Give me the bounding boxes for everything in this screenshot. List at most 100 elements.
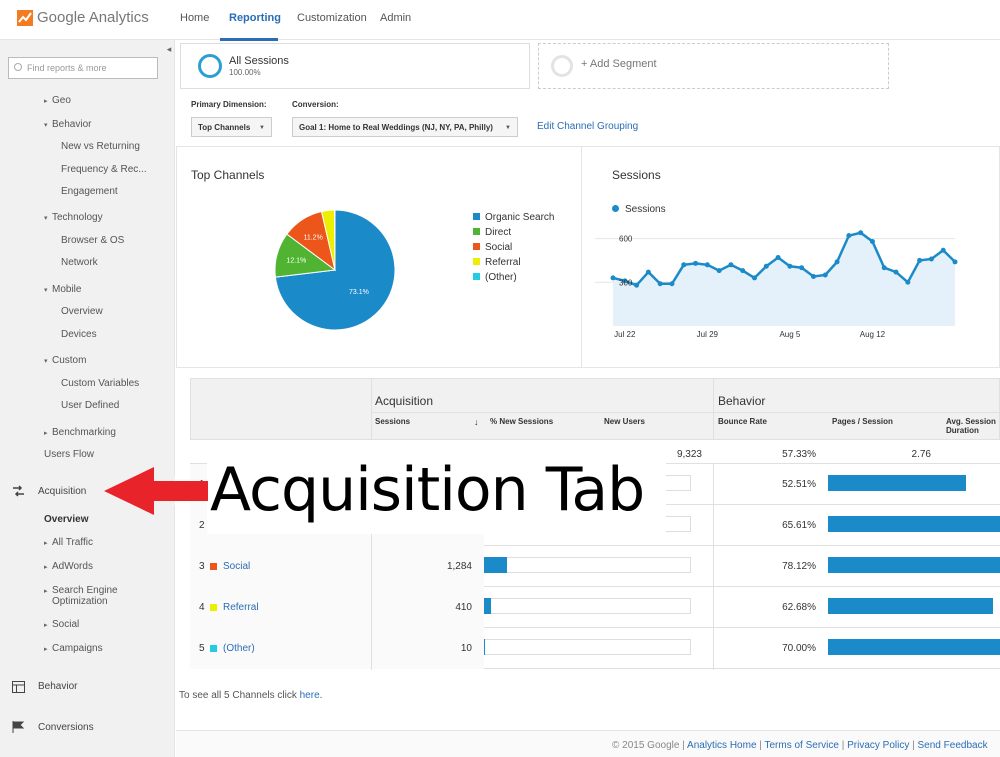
add-segment-button[interactable]: + Add Segment bbox=[581, 58, 657, 70]
behavior-group-header: Behavior bbox=[718, 394, 766, 408]
primary-dimension-select[interactable]: Top Channels ▼ bbox=[191, 117, 272, 137]
sidebar-item-seo-line2[interactable]: Optimization bbox=[52, 596, 108, 607]
segment-ring-icon bbox=[198, 54, 222, 78]
add-segment-ring-icon bbox=[551, 55, 573, 77]
sidebar-item-geo[interactable]: ▸ Geo bbox=[44, 95, 71, 106]
col-avg-session-duration[interactable]: Avg. Session Duration bbox=[946, 417, 996, 435]
y-tick-label: 300 bbox=[619, 278, 633, 287]
segment-card-all-sessions[interactable] bbox=[180, 43, 530, 89]
sidebar-item-devices[interactable]: Devices bbox=[61, 329, 97, 340]
sessions-value: 1,284 bbox=[446, 561, 472, 572]
sidebar-item-custom-variables[interactable]: Custom Variables bbox=[61, 378, 140, 389]
sidebar-item-seo[interactable]: ▸ Search Engine bbox=[44, 585, 118, 596]
chevron-down-icon: ▼ bbox=[259, 125, 265, 131]
sidebar-item-users-flow[interactable]: Users Flow bbox=[44, 449, 95, 460]
nav-admin[interactable]: Admin bbox=[380, 12, 412, 24]
table-row[interactable] bbox=[190, 505, 1000, 546]
sidebar-item-all-traffic[interactable]: ▸ All Traffic bbox=[44, 537, 93, 548]
new-sessions-bar bbox=[484, 598, 491, 614]
sessions-point bbox=[681, 262, 687, 268]
flag-icon bbox=[12, 721, 25, 733]
new-sessions-bar bbox=[484, 557, 507, 573]
sidebar-item-new-vs-returning[interactable]: New vs Returning bbox=[61, 141, 140, 152]
channel-color-swatch bbox=[210, 645, 217, 652]
sidebar-item-engagement[interactable]: Engagement bbox=[61, 186, 118, 197]
bounce-rate-value: 78.12% bbox=[782, 561, 816, 572]
col-pages-session[interactable]: Pages / Session bbox=[832, 417, 893, 426]
sidebar-item-social[interactable]: ▸ Social bbox=[44, 619, 80, 630]
sidebar-item-benchmarking[interactable]: ▸ Benchmarking bbox=[44, 427, 116, 438]
y-tick-label: 600 bbox=[619, 235, 633, 244]
nav-active-underline bbox=[220, 38, 278, 41]
footer-links: © 2015 Google | Analytics Home | Terms o… bbox=[612, 740, 988, 751]
new-sessions-bar-track bbox=[484, 639, 691, 655]
table-row[interactable] bbox=[190, 628, 1000, 669]
nav-customization[interactable]: Customization bbox=[297, 12, 367, 24]
sort-desc-icon[interactable]: ↓ bbox=[474, 417, 479, 427]
sessions-title: Sessions bbox=[612, 168, 661, 182]
x-tick-label: Aug 5 bbox=[779, 330, 800, 339]
row-number: 3 bbox=[199, 561, 205, 572]
sessions-point bbox=[622, 278, 628, 284]
new-sessions-bar-track bbox=[484, 557, 691, 573]
edit-channel-grouping-link[interactable]: Edit Channel Grouping bbox=[537, 121, 639, 132]
sessions-cell bbox=[372, 546, 484, 587]
sessions-point bbox=[728, 262, 734, 268]
app-logo-text[interactable]: Google Analytics bbox=[37, 9, 149, 26]
col-sessions[interactable]: Sessions bbox=[375, 417, 411, 426]
add-segment-card[interactable] bbox=[538, 43, 889, 89]
sidebar-item-acquisition-overview[interactable]: Overview bbox=[44, 514, 89, 525]
sessions-point bbox=[869, 238, 875, 244]
chevron-down-icon: ▼ bbox=[505, 125, 511, 131]
footer-feedback[interactable]: Send Feedback bbox=[917, 740, 988, 751]
col-new-sessions[interactable]: % New Sessions bbox=[490, 417, 554, 426]
sidebar-item-mobile[interactable]: ▾ Mobile bbox=[44, 284, 82, 295]
conversion-select[interactable]: Goal 1: Home to Real Weddings (NJ, NY, P… bbox=[292, 117, 518, 137]
sessions-point bbox=[752, 275, 758, 281]
nav-reporting[interactable]: Reporting bbox=[229, 12, 281, 24]
sidebar-section-conversions[interactable]: Conversions bbox=[38, 722, 94, 733]
col-new-users[interactable]: New Users bbox=[604, 417, 645, 426]
search-input[interactable]: Find reports & more bbox=[8, 57, 158, 79]
sidebar-item-adwords[interactable]: ▸ AdWords bbox=[44, 561, 93, 572]
pie-slice-label: 11.2% bbox=[303, 234, 322, 241]
channel-link[interactable]: (Other) bbox=[223, 643, 255, 654]
sessions-point bbox=[775, 255, 781, 261]
sidebar-item-browser-os[interactable]: Browser & OS bbox=[61, 235, 125, 246]
sidebar-item-mobile-overview[interactable]: Overview bbox=[61, 306, 103, 317]
footer-analytics-home[interactable]: Analytics Home bbox=[687, 740, 757, 751]
footer-privacy[interactable]: Privacy Policy bbox=[847, 740, 910, 751]
sessions-point bbox=[952, 259, 958, 265]
table-row[interactable] bbox=[190, 587, 1000, 628]
pie-legend-item: Direct bbox=[473, 227, 511, 238]
sessions-point bbox=[928, 256, 934, 262]
sidebar-item-technology[interactable]: ▾ Technology bbox=[44, 212, 103, 223]
footer-terms[interactable]: Terms of Service bbox=[764, 740, 839, 751]
sidebar-item-custom[interactable]: ▾ Custom bbox=[44, 355, 87, 366]
nav-home[interactable]: Home bbox=[180, 12, 210, 24]
channel-link[interactable]: Referral bbox=[223, 602, 259, 613]
sessions-point bbox=[940, 247, 946, 253]
sidebar-section-behavior[interactable]: Behavior bbox=[38, 681, 78, 692]
pie-legend-item: Social bbox=[473, 242, 512, 253]
see-all-link[interactable]: here bbox=[299, 690, 320, 701]
col-bounce-rate[interactable]: Bounce Rate bbox=[718, 417, 767, 426]
pages-session-bar bbox=[828, 475, 966, 491]
sessions-point bbox=[810, 273, 816, 279]
sidebar-item-frequency[interactable]: Frequency & Rec... bbox=[61, 164, 147, 175]
sidebar-item-campaigns[interactable]: ▸ Campaigns bbox=[44, 643, 103, 654]
sessions-point bbox=[846, 233, 852, 239]
sessions-point bbox=[634, 282, 640, 288]
sessions-point bbox=[799, 265, 805, 271]
bounce-rate-value: 52.51% bbox=[782, 479, 816, 490]
sidebar-item-user-defined[interactable]: User Defined bbox=[61, 400, 120, 411]
sessions-point bbox=[893, 269, 899, 275]
pages-session-bar bbox=[828, 639, 1000, 655]
sidebar-collapse-icon[interactable]: ◂ bbox=[166, 44, 172, 54]
channel-link[interactable]: Social bbox=[223, 561, 251, 572]
sidebar-item-network[interactable]: Network bbox=[61, 257, 98, 268]
table-divider bbox=[371, 412, 1000, 413]
sidebar-item-behavior[interactable]: ▾ Behavior bbox=[44, 119, 92, 130]
table-row[interactable] bbox=[190, 546, 1000, 587]
sidebar-section-acquisition[interactable]: Acquisition bbox=[38, 486, 87, 497]
